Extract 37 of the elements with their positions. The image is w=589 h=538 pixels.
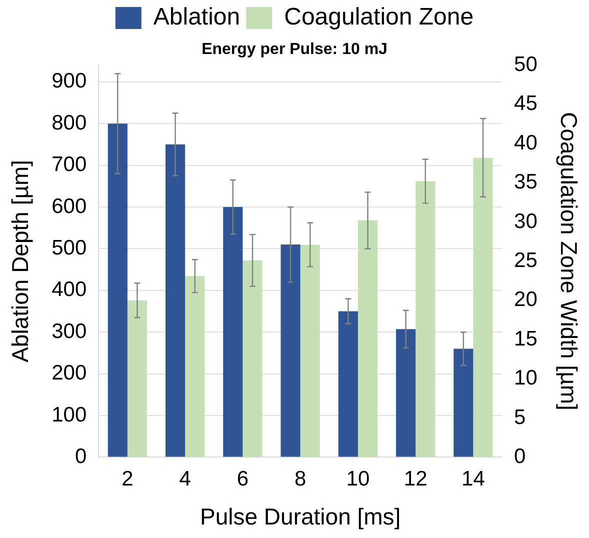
y-tick-label: 800 bbox=[52, 111, 87, 134]
y2-tick-label: 10 bbox=[514, 366, 538, 390]
y-tick-label: 300 bbox=[52, 320, 87, 343]
y2-tick-label: 50 bbox=[514, 52, 538, 76]
x-tick-label: 14 bbox=[462, 468, 486, 491]
y2-tick-label: 15 bbox=[514, 327, 538, 350]
y2-tick-label: 20 bbox=[514, 288, 538, 312]
y2-tick-label: 30 bbox=[514, 210, 538, 233]
y2-tick-label: 45 bbox=[514, 92, 538, 116]
y-tick-label: 0 bbox=[74, 444, 87, 468]
bar bbox=[108, 124, 128, 457]
x-tick-label: 12 bbox=[404, 468, 428, 491]
y2-tick-label: 35 bbox=[514, 170, 538, 194]
x-tick-label: 4 bbox=[179, 468, 192, 491]
y2-tick-label: 25 bbox=[514, 248, 538, 272]
y-tick-label: 200 bbox=[52, 362, 87, 385]
y2-axis-title: Coagulation Zone Width [µm] bbox=[556, 112, 582, 410]
legend-label: Coagulation Zone bbox=[284, 4, 474, 31]
x-tick-label: 6 bbox=[236, 468, 249, 491]
y-tick-label: 500 bbox=[52, 236, 87, 260]
x-tick-label: 8 bbox=[294, 468, 306, 491]
y2-tick-label: 5 bbox=[514, 406, 526, 429]
chart-title: Energy per Pulse: 10 mJ bbox=[202, 41, 388, 58]
legend-label: Ablation bbox=[153, 4, 240, 31]
x-tick-label: 10 bbox=[346, 468, 370, 491]
y2-tick-label: 0 bbox=[514, 444, 526, 468]
y-tick-label: 400 bbox=[52, 278, 87, 302]
bar bbox=[416, 181, 436, 458]
y2-tick-label: 40 bbox=[514, 131, 538, 154]
y-tick-label: 600 bbox=[52, 194, 87, 218]
y-tick-label: 900 bbox=[52, 70, 87, 93]
y-tick-label: 700 bbox=[52, 153, 87, 176]
y-axis-title: Ablation Depth [µm] bbox=[7, 160, 34, 362]
x-axis-title: Pulse Duration [ms] bbox=[200, 504, 401, 530]
y-tick-label: 100 bbox=[52, 403, 87, 426]
bar bbox=[473, 158, 493, 458]
x-tick-label: 2 bbox=[122, 468, 134, 491]
